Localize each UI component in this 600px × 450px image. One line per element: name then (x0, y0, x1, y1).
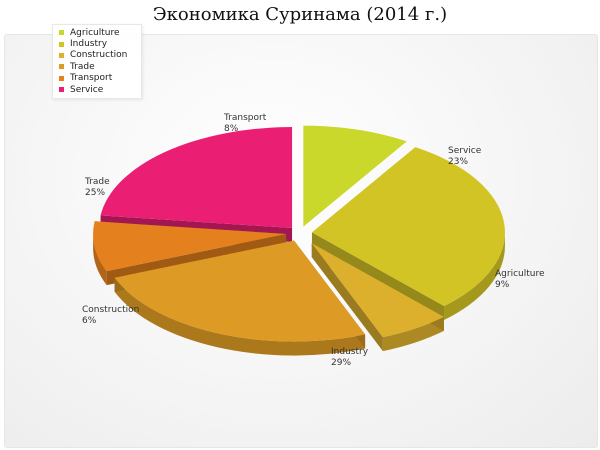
slice-edge-construction (311, 243, 383, 352)
slice-value-agriculture: 9% (495, 280, 510, 290)
legend-item-agriculture[interactable]: Agriculture (59, 27, 137, 38)
slice-agriculture[interactable] (303, 125, 407, 227)
slice-trade[interactable] (114, 240, 366, 356)
slice-top-construction (311, 243, 444, 338)
slice-value-construction: 6% (82, 316, 97, 326)
legend-swatch-agriculture (59, 30, 64, 36)
legend-swatch-trade (59, 64, 64, 70)
legend-item-trade[interactable]: Trade (59, 61, 137, 72)
slice-wall-trade (114, 277, 366, 356)
slice-top-trade (114, 240, 366, 342)
slice-industry[interactable] (311, 147, 505, 321)
slice-label-service: Service (448, 146, 482, 156)
legend-label-service: Service (70, 84, 104, 95)
slice-wall-transport (93, 233, 107, 286)
legend-item-construction[interactable]: Construction (59, 50, 137, 61)
slice-value-transport: 8% (224, 124, 239, 134)
slice-label-trade: Trade (84, 177, 110, 187)
chart-title: Экономика Суринама (2014 г.) (152, 4, 448, 25)
slice-label-construction: Construction (82, 305, 139, 315)
slice-label-industry: Industry (331, 347, 369, 357)
slice-construction[interactable] (311, 243, 444, 352)
slice-edge-industry (311, 232, 445, 321)
legend-swatch-transport (59, 75, 64, 81)
slice-top-transport (93, 221, 287, 272)
legend-label-construction: Construction (70, 50, 128, 61)
slice-value-service: 23% (448, 157, 468, 167)
legend-swatch-construction (59, 52, 64, 58)
legend: Agriculture Industry Construction Trade … (52, 24, 142, 100)
legend-label-industry: Industry (70, 39, 108, 50)
legend-item-industry[interactable]: Industry (59, 38, 137, 49)
legend-swatch-service (59, 87, 64, 93)
legend-label-agriculture: Agriculture (70, 27, 120, 38)
legend-swatch-industry (59, 41, 64, 47)
legend-label-transport: Transport (70, 73, 113, 84)
slice-top-agriculture (303, 125, 407, 227)
slice-label-transport: Transport (223, 113, 267, 123)
legend-item-service[interactable]: Service (59, 84, 137, 95)
legend-item-transport[interactable]: Transport (59, 73, 137, 84)
slice-label-agriculture: Agriculture (495, 269, 545, 279)
slice-top-service (100, 127, 293, 229)
slice-wall-industry (444, 232, 505, 321)
slice-value-trade: 25% (85, 188, 105, 198)
legend-label-trade: Trade (70, 61, 95, 72)
slice-top-industry (311, 147, 505, 307)
slice-value-industry: 29% (331, 358, 351, 368)
slice-wall-construction (382, 316, 444, 352)
